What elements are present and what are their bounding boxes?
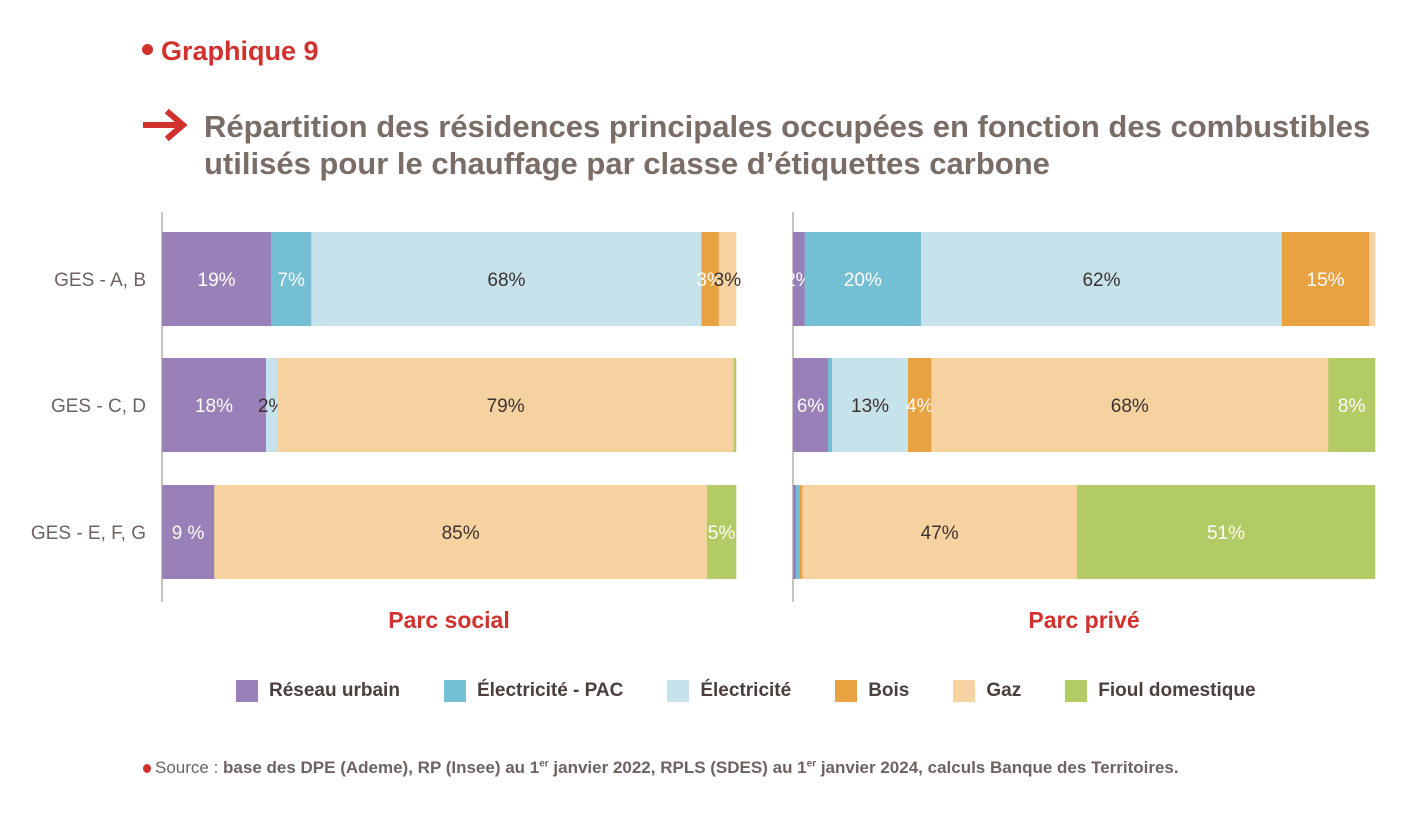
bar-segment--lectricit-pac (271, 232, 312, 326)
bar-segment--lectricit- (921, 232, 1283, 326)
source-label: Source : (155, 758, 219, 777)
data-label: 79% (487, 396, 525, 417)
panel-title: Parc social (388, 607, 509, 633)
chart-kicker: Graphique 9 (142, 36, 319, 67)
bar-segment--lectricit-pac (795, 485, 801, 579)
legend-swatch (236, 680, 258, 702)
data-label: 51% (1207, 523, 1245, 544)
bar-segment-r-seau-urbain (162, 485, 215, 579)
data-label: 13% (851, 396, 889, 417)
legend-label: Bois (868, 680, 910, 701)
data-label: 47% (921, 523, 959, 544)
bar-segment-r-seau-urbain (162, 232, 272, 326)
data-label: 4% (906, 396, 934, 417)
data-label: 85% (442, 523, 480, 544)
title-line-2: utilisés pour le chauffage par classe d’… (204, 146, 1050, 181)
category-label: GES - E, F, G (31, 523, 146, 544)
bar-segment--lectricit- (311, 232, 702, 326)
data-label: 20% (844, 270, 882, 291)
bar-segment-bois (1281, 232, 1370, 326)
legend-swatch (1065, 680, 1088, 702)
bullet-icon (143, 764, 151, 773)
legend-swatch (953, 680, 976, 702)
kicker-text: Graphique 9 (161, 36, 319, 66)
bar-segment-r-seau-urbain (793, 358, 829, 452)
bullet-icon (142, 44, 153, 56)
legend-label: Électricité (700, 680, 792, 701)
bar-segment-fioul-domestique (1076, 485, 1376, 579)
arrow-right-icon (143, 108, 188, 142)
bar-segment--lectricit-pac (804, 232, 922, 326)
legend-item: Électricité (667, 680, 791, 702)
source-text: base des DPE (Ademe), RP (Insee) au 1er … (223, 758, 1179, 777)
bar-segment-bois (800, 485, 803, 579)
data-label: 3% (714, 270, 742, 291)
legend-swatch (835, 680, 858, 702)
data-label: 3% (696, 270, 724, 291)
bar-segment--lectricit- (265, 358, 278, 452)
data-label: 18% (195, 396, 233, 417)
data-label: 19% (198, 270, 236, 291)
bar-segment--lectricit-pac (828, 358, 833, 452)
legend-item: Gaz (953, 680, 1021, 702)
legend-swatch (443, 680, 466, 702)
data-label: 68% (1111, 396, 1149, 417)
legend-label: Fioul domestique (1098, 680, 1256, 701)
category-label: GES - C, D (51, 396, 146, 417)
legend-label: Gaz (986, 680, 1022, 701)
data-label: 8% (1338, 396, 1366, 417)
bar-segment-fioul-domestique (707, 485, 737, 579)
bar-segment-fioul-domestique (733, 358, 737, 452)
bar-segment-gaz (931, 358, 1329, 452)
source-note: Source : base des DPE (Ademe), RP (Insee… (143, 758, 1179, 778)
stacked-bar-chart: GES - A, B GES - C, D GES - E, F, G 19% 7% 68… (31, 212, 1376, 633)
category-label: GES - A, B (54, 270, 146, 291)
bar-segment--lectricit- (832, 358, 909, 452)
legend-item: Bois (835, 680, 909, 702)
chart-title: Répartition des résidences principales o… (204, 108, 1370, 182)
legend-item: Électricité - PAC (443, 680, 624, 702)
bar-segment-r-seau-urbain (793, 485, 797, 579)
data-label: 5% (708, 523, 736, 544)
bar-segment-r-seau-urbain (793, 232, 805, 326)
title-line-1: Répartition des résidences principales o… (204, 109, 1371, 144)
legend-label: Réseau urbain (269, 680, 400, 701)
legend-label: Électricité - PAC (476, 680, 624, 701)
data-label: 15% (1307, 270, 1345, 291)
bar-segment-r-seau-urbain (162, 358, 267, 452)
panel-title: Parc privé (1028, 607, 1139, 633)
data-label: 7% (277, 270, 305, 291)
legend: Réseau urbain Électricité - PAC Électricit… (236, 680, 1256, 702)
bar-segment-gaz (277, 358, 734, 452)
data-label: 62% (1082, 270, 1120, 291)
bar-segment-gaz (802, 485, 1078, 579)
bar-segment-bois (701, 232, 720, 326)
data-label: 68% (487, 270, 525, 291)
bar-segment-bois (907, 358, 932, 452)
bar-segment-fioul-domestique (1328, 358, 1376, 452)
legend-item: Fioul domestique (1065, 680, 1256, 702)
bar-segment-gaz (1369, 232, 1376, 326)
legend-item: Réseau urbain (236, 680, 400, 702)
data-label: 6% (797, 396, 825, 417)
bar-segment-gaz (718, 232, 737, 326)
bar-segment-gaz (214, 485, 708, 579)
legend-swatch (667, 680, 690, 702)
data-label: 9 % (172, 523, 205, 544)
